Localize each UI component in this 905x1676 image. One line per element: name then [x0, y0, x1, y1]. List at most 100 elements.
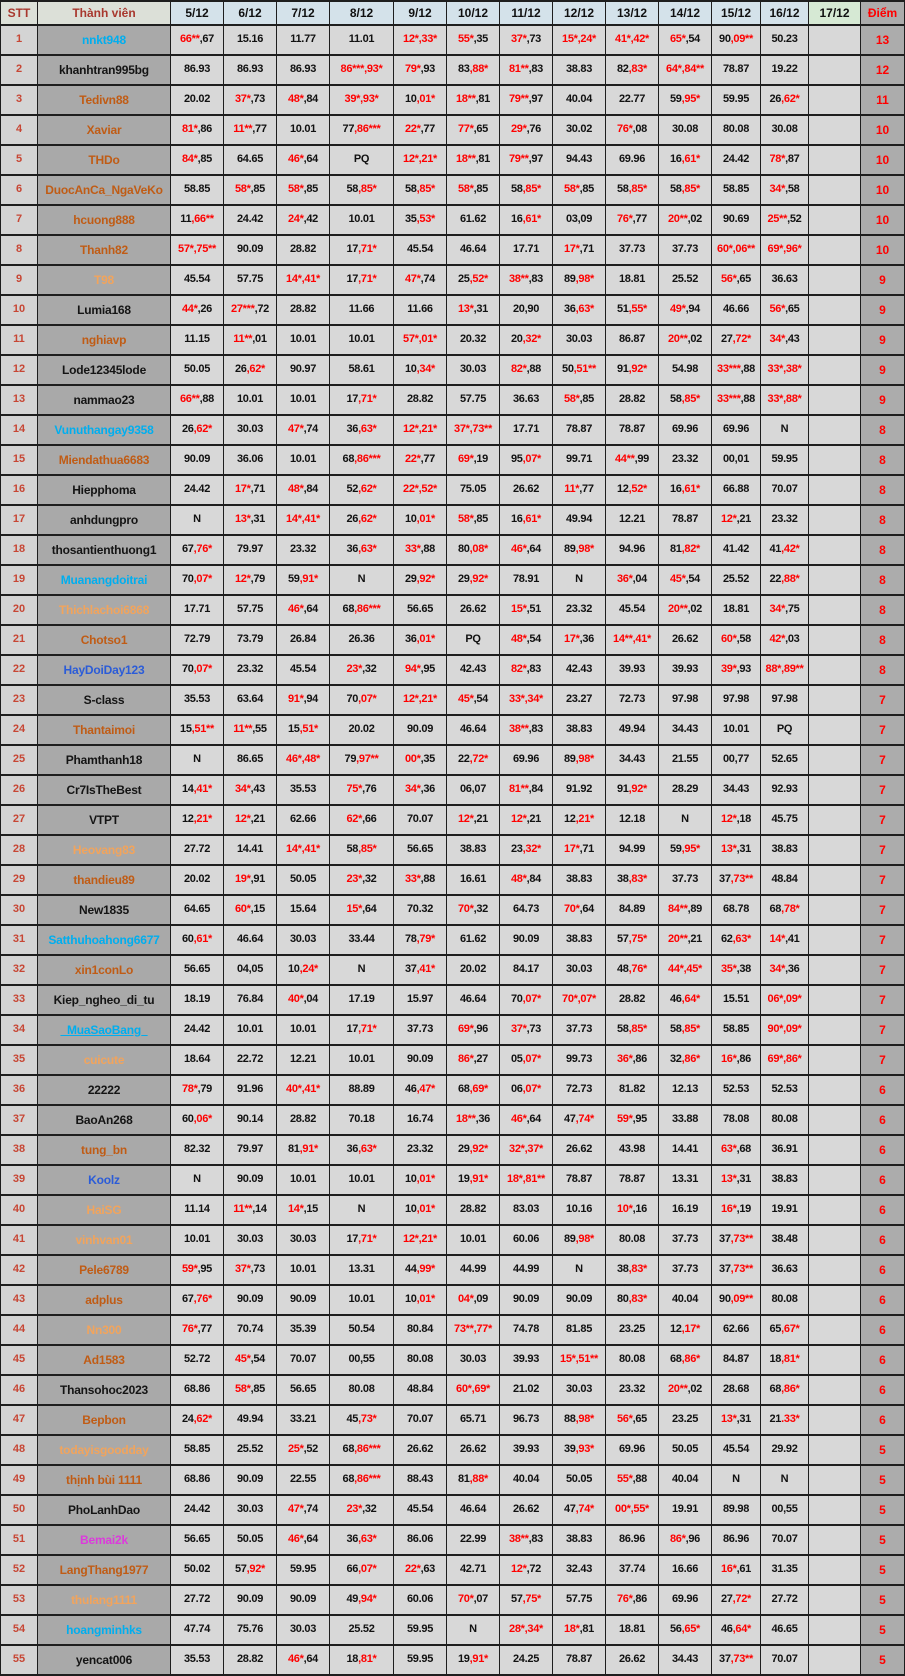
date-cell: 78.87 — [552, 414, 606, 446]
date-cell: 83.03 — [499, 1194, 553, 1226]
table-row: 11 nghiavp 11.15 11**,01 10.01 10.01 57*,01* 20… — [0, 324, 905, 356]
date-cell: 10.01 — [276, 384, 330, 416]
date-cell: 33*,38* — [760, 354, 809, 386]
date-cell: 70,07* — [329, 684, 394, 716]
member-name: anhdungpro — [37, 504, 171, 536]
date-cell: 44.99 — [446, 1254, 500, 1286]
date-cell: 11**,77 — [223, 114, 277, 146]
date-cell: 29*,76 — [499, 114, 553, 146]
date-cell: 24.42 — [223, 204, 277, 236]
date-cell — [808, 1014, 861, 1046]
date-cell: 75*,76 — [329, 774, 394, 806]
date-cell: 36.91 — [760, 1134, 809, 1166]
date-cell: 36,01* — [393, 624, 447, 656]
date-cell: 17,71* — [329, 234, 394, 266]
date-cell: 33*,88 — [393, 864, 447, 896]
date-cell — [808, 84, 861, 116]
date-cell: 58,85* — [658, 1014, 712, 1046]
date-cell: 70*,07 — [446, 1584, 500, 1616]
date-cell: 30.08 — [760, 114, 809, 146]
date-cell: 78.87 — [658, 504, 712, 536]
date-cell: 65*,54 — [658, 24, 712, 56]
date-cell: 10.01 — [276, 444, 330, 476]
member-name: Lumia168 — [37, 294, 171, 326]
date-cell: 70.74 — [223, 1314, 277, 1346]
date-cell: 16.61 — [446, 864, 500, 896]
date-cell: 11.14 — [170, 1194, 224, 1226]
date-cell: 84*,85 — [170, 144, 224, 176]
member-name: Satthuhoahong6677 — [37, 924, 171, 956]
date-cell: 46*,64 — [499, 1104, 553, 1136]
member-name: PhoLanhDao — [37, 1494, 171, 1526]
date-cell: 23.32 — [552, 594, 606, 626]
date-cell: 58*,85 — [276, 174, 330, 206]
date-cell: 18**,81 — [446, 84, 500, 116]
date-cell: 28.82 — [605, 384, 659, 416]
date-cell — [808, 1524, 861, 1556]
date-cell: 91.92 — [552, 774, 606, 806]
date-cell: 30.03 — [552, 324, 606, 356]
date-cell: 70,07* — [170, 654, 224, 686]
date-cell: 39.93 — [605, 654, 659, 686]
member-name: thosantienthuong1 — [37, 534, 171, 566]
date-cell: 13*,31 — [711, 1164, 761, 1196]
date-cell: 76*,77 — [605, 204, 659, 236]
date-cell: 48,76* — [605, 954, 659, 986]
date-cell — [808, 684, 861, 716]
date-cell: 91,92* — [605, 774, 659, 806]
member-name: Xaviar — [37, 114, 171, 146]
date-cell: 36*,86 — [605, 1044, 659, 1076]
date-cell: 90.09 — [170, 444, 224, 476]
date-cell: 14,41* — [170, 774, 224, 806]
stt-cell: 19 — [0, 564, 38, 596]
date-cell: PQ — [760, 714, 809, 746]
score-cell: 7 — [860, 684, 905, 716]
date-cell — [808, 1494, 861, 1526]
date-cell: 13*,31 — [711, 1404, 761, 1436]
score-cell: 7 — [860, 1044, 905, 1076]
stt-cell: 49 — [0, 1464, 38, 1496]
date-cell: 10.01 — [223, 1014, 277, 1046]
stt-cell: 47 — [0, 1404, 38, 1436]
date-cell — [808, 1134, 861, 1166]
date-cell: 37.73 — [658, 1224, 712, 1256]
date-cell: 58*,85 — [552, 384, 606, 416]
date-cell: 38.83 — [552, 1524, 606, 1556]
member-name: tung_bn — [37, 1134, 171, 1166]
date-cell: 49.94 — [552, 504, 606, 536]
date-cell: 46*,64 — [276, 144, 330, 176]
date-cell: 42.43 — [552, 654, 606, 686]
date-cell: 68,86*** — [329, 594, 394, 626]
date-cell: 69*,86* — [760, 1044, 809, 1076]
date-cell: 35.53 — [170, 1644, 224, 1676]
date-cell: 14*,41* — [276, 504, 330, 536]
date-cell — [808, 174, 861, 206]
score-cell: 6 — [860, 1104, 905, 1136]
stt-cell: 22 — [0, 654, 38, 686]
date-cell: 49*,94 — [658, 294, 712, 326]
date-cell: 26.62 — [605, 1644, 659, 1676]
date-cell: 70,07* — [170, 564, 224, 596]
date-cell: 49.94 — [223, 1404, 277, 1436]
member-name: hcuong888 — [37, 204, 171, 236]
stt-cell: 1 — [0, 24, 38, 56]
column-header-date: 15/12 — [711, 0, 761, 26]
date-cell: 58,85* — [658, 174, 712, 206]
date-cell: 33*,88* — [760, 384, 809, 416]
member-name: todayisgoodday — [37, 1434, 171, 1466]
date-cell: 50.05 — [170, 354, 224, 386]
date-cell: 12.21 — [276, 1044, 330, 1076]
date-cell: 57,75* — [605, 924, 659, 956]
date-cell: N — [760, 414, 809, 446]
date-cell: 50.54 — [329, 1314, 394, 1346]
date-cell: 81**,84 — [499, 774, 553, 806]
date-cell: 56.65 — [170, 954, 224, 986]
score-cell: 5 — [860, 1434, 905, 1466]
date-cell: 68.86 — [170, 1464, 224, 1496]
stt-cell: 9 — [0, 264, 38, 296]
date-cell: 48*,84 — [499, 864, 553, 896]
date-cell: N — [170, 1164, 224, 1196]
date-cell: 14.41 — [658, 1134, 712, 1166]
date-cell: 29.92 — [760, 1434, 809, 1466]
date-cell: 36,63* — [552, 294, 606, 326]
